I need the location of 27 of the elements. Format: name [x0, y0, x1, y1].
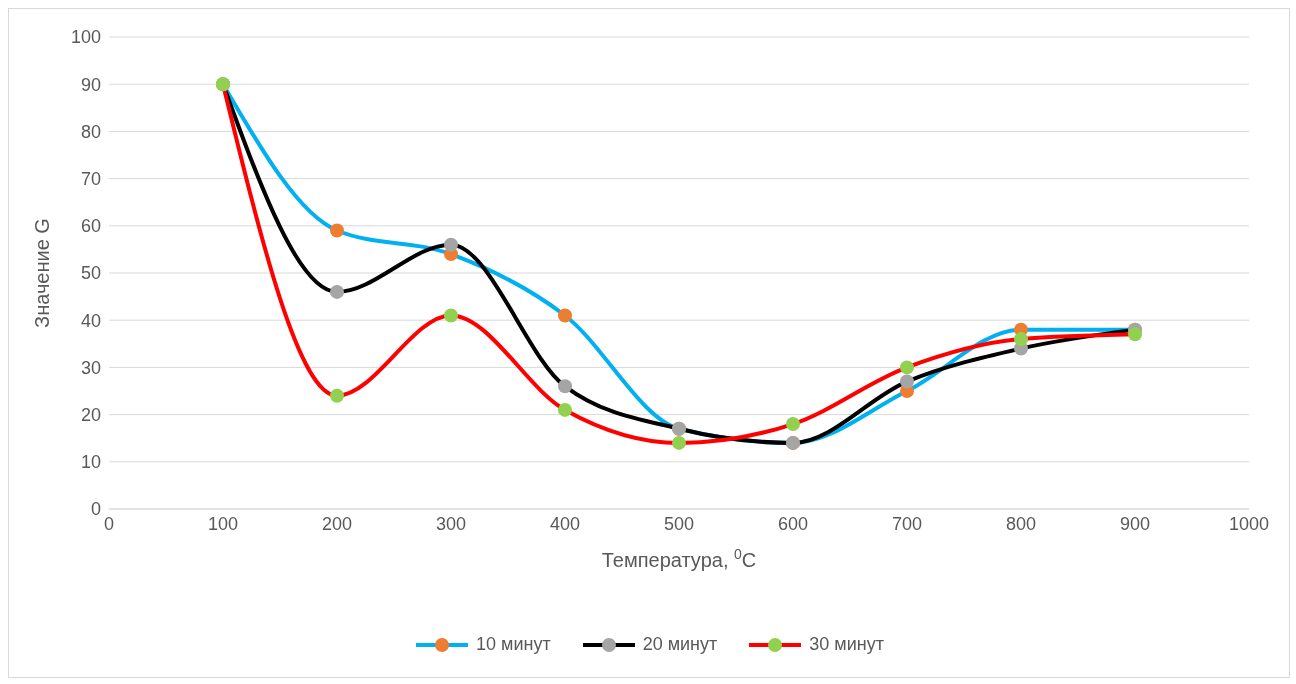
y-tick-label: 80	[80, 121, 101, 142]
x-tick-label: 500	[663, 513, 695, 534]
x-tick-label: 800	[1005, 513, 1037, 534]
legend-label: 10 минут	[476, 634, 551, 655]
legend-label: 30 минут	[809, 634, 884, 655]
y-axis-title: Значение G	[31, 218, 53, 328]
x-tick-label: 200	[321, 513, 353, 534]
y-tick-label: 10	[80, 452, 101, 473]
x-tick-label: 900	[1119, 513, 1151, 534]
x-tick-label: 1000	[1228, 513, 1270, 534]
y-tick-label: 90	[80, 74, 101, 95]
y-tick-label: 50	[80, 263, 101, 284]
x-axis-title: Температура, $^{0}$C	[601, 546, 757, 571]
y-tick-label: 70	[80, 168, 101, 189]
legend-label: 20 минут	[642, 634, 718, 655]
x-tick-label: 0	[103, 513, 115, 534]
y-tick-label: 20	[80, 404, 101, 425]
y-tick-label: 30	[80, 357, 101, 378]
y-tick-label: 0	[90, 499, 101, 520]
x-tick-label: 100	[207, 513, 239, 534]
y-tick-label: 60	[80, 216, 101, 237]
x-tick-label: 400	[549, 513, 581, 534]
x-tick-label: 700	[891, 513, 923, 534]
y-tick-label: 100	[70, 27, 101, 48]
x-tick-label: 600	[777, 513, 809, 534]
y-tick-label: 40	[80, 310, 101, 331]
x-tick-label: 300	[435, 513, 467, 534]
